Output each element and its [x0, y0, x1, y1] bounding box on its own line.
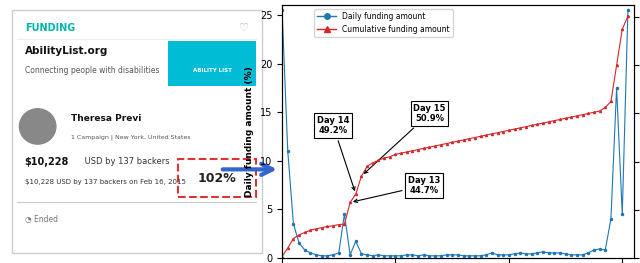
- Y-axis label: Daily funding amount (%): Daily funding amount (%): [245, 66, 254, 197]
- Text: AbilityList.org: AbilityList.org: [24, 46, 108, 56]
- Circle shape: [19, 109, 56, 144]
- Text: $10,228 USD by 137 backers on Feb 16, 2015: $10,228 USD by 137 backers on Feb 16, 20…: [24, 179, 186, 185]
- Text: Day 13
44.7%: Day 13 44.7%: [354, 176, 440, 203]
- Legend: Daily funding amount, Cumulative funding amount: Daily funding amount, Cumulative funding…: [314, 9, 453, 37]
- Text: Connecting people with disabilities: Connecting people with disabilities: [24, 66, 159, 75]
- Text: Day 14
49.2%: Day 14 49.2%: [317, 116, 355, 190]
- Text: 1 Campaign | New York, United States: 1 Campaign | New York, United States: [72, 134, 191, 140]
- Text: FUNDING: FUNDING: [24, 23, 75, 33]
- Text: 102%: 102%: [198, 172, 237, 185]
- Text: ♡: ♡: [239, 23, 248, 33]
- FancyBboxPatch shape: [168, 41, 257, 86]
- Text: $10,228: $10,228: [24, 157, 69, 167]
- Text: USD by 137 backers: USD by 137 backers: [82, 157, 170, 166]
- Text: ◔ Ended: ◔ Ended: [24, 215, 58, 224]
- Text: Theresa Previ: Theresa Previ: [72, 114, 142, 123]
- FancyBboxPatch shape: [12, 10, 262, 253]
- FancyBboxPatch shape: [179, 159, 257, 197]
- Text: ABILITY LIST: ABILITY LIST: [193, 68, 232, 73]
- Text: Day 15
50.9%: Day 15 50.9%: [364, 104, 445, 173]
